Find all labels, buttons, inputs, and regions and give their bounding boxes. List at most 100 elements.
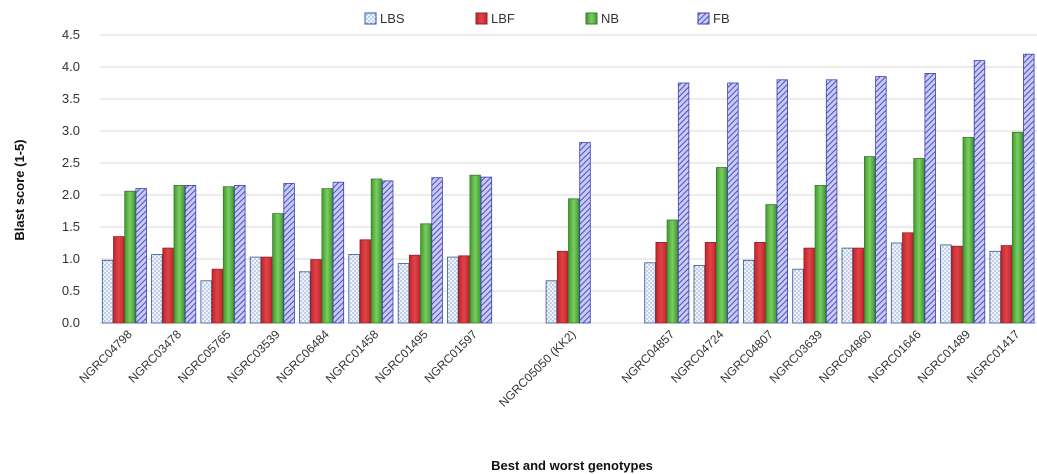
bar-fb <box>825 79 838 324</box>
bar-fb <box>184 184 197 324</box>
bar-lbs <box>693 264 706 324</box>
bar-fb <box>924 73 936 324</box>
bar-nb <box>420 223 432 324</box>
bar-lbf <box>754 241 766 324</box>
bar-fb <box>431 177 443 324</box>
bar-nb <box>222 186 235 324</box>
bar-lbs <box>348 254 360 324</box>
bar-nb <box>765 204 777 324</box>
bar-nb <box>962 136 975 324</box>
y-axis-title: Blast score (1-5) <box>12 139 27 240</box>
bar-nb <box>124 190 136 324</box>
bar-fb <box>381 180 394 324</box>
bar-fb <box>283 183 295 324</box>
bar-lbf <box>655 241 667 324</box>
bar-nb <box>864 156 876 324</box>
bar-lbs <box>249 256 262 324</box>
legend-item-fb: FB <box>697 11 730 26</box>
bar-lbs <box>200 280 212 324</box>
bar-nb <box>370 178 383 324</box>
bar-fb <box>1023 53 1035 324</box>
legend-swatch <box>585 12 598 25</box>
bar-lbs <box>447 256 459 324</box>
legend-item-nb: NB <box>585 11 619 26</box>
bar-lbs <box>743 259 755 324</box>
y-tick-label: 1.0 <box>62 251 80 266</box>
bar-lbs <box>299 271 311 324</box>
bar-lbf <box>803 247 815 324</box>
bar-lbs <box>101 259 114 324</box>
bar-lbs <box>890 242 903 324</box>
bar-lbf <box>162 247 174 324</box>
bar-lbf <box>408 254 421 324</box>
legend-label: LBF <box>491 11 515 26</box>
bar-lbs <box>545 280 558 324</box>
bar-nb <box>568 198 580 324</box>
x-category-label: NGRC05050 (KK2) <box>496 327 579 410</box>
bar-nb <box>814 184 827 324</box>
y-tick-label: 0.0 <box>62 315 80 330</box>
x-axis-title: Best and worst genotypes <box>491 458 653 473</box>
y-tick-label: 3.0 <box>62 123 80 138</box>
bar-fb <box>776 79 789 324</box>
y-tick-label: 4.0 <box>62 59 80 74</box>
legend-item-lbf: LBF <box>475 11 515 26</box>
bar-lbs <box>792 268 804 324</box>
bars <box>101 53 1035 324</box>
bar-nb <box>321 188 333 324</box>
bar-fb <box>234 184 246 324</box>
y-tick-label: 0.5 <box>62 283 80 298</box>
y-tick-label: 3.5 <box>62 91 80 106</box>
y-axis-ticks: 0.0 0.5 1.0 1.5 2.0 2.5 3.0 3.5 4.0 4.5 <box>62 27 80 330</box>
legend-item-lbs: LBS <box>364 11 405 26</box>
y-tick-label: 2.0 <box>62 187 80 202</box>
bar-lbf <box>1000 245 1013 324</box>
bar-fb <box>727 82 739 324</box>
bar-nb <box>469 174 481 324</box>
legend-label: NB <box>601 11 619 26</box>
bar-fb <box>677 82 690 324</box>
bar-lbs <box>644 262 656 324</box>
bar-lbs <box>151 254 163 324</box>
bar-lbf <box>852 247 865 324</box>
bar-fb <box>480 176 493 324</box>
bar-lbf <box>211 268 224 324</box>
bar-lbf <box>951 245 963 324</box>
bar-nb <box>716 167 728 324</box>
bar-lbs <box>397 263 410 324</box>
bar-lbs <box>841 247 854 324</box>
legend-swatch <box>364 12 377 25</box>
bar-lbf <box>458 255 470 324</box>
bar-fb <box>875 76 887 324</box>
bar-lbf <box>113 236 125 324</box>
bar-fb <box>332 181 345 324</box>
legend-swatch <box>475 12 488 25</box>
bar-nb <box>173 184 186 324</box>
bar-lbf <box>359 239 372 324</box>
x-category-label: NGRC01417 <box>964 327 1023 386</box>
bar-lbf <box>704 241 717 324</box>
bar-lbf <box>260 256 273 324</box>
y-tick-label: 2.5 <box>62 155 80 170</box>
y-tick-label: 1.5 <box>62 219 80 234</box>
bar-lbf <box>556 250 569 324</box>
legend-swatch <box>697 12 710 25</box>
bar-nb <box>1011 131 1024 324</box>
y-tick-label: 4.5 <box>62 27 80 42</box>
bar-lbf <box>902 232 914 324</box>
bar-lbs <box>989 250 1001 324</box>
bar-fb <box>973 60 986 324</box>
legend-label: LBS <box>380 11 405 26</box>
bar-fb <box>135 188 147 324</box>
bar-nb <box>913 158 925 324</box>
x-axis-category-labels: NGRC04798NGRC03478NGRC05765NGRC03539NGRC… <box>76 327 1022 410</box>
bar-nb <box>272 213 284 324</box>
bar-fb <box>579 142 591 324</box>
bar-lbs <box>940 244 952 324</box>
bar-nb <box>666 219 679 324</box>
bar-lbf <box>310 259 322 324</box>
x-category-label: NGRC01597 <box>422 327 481 386</box>
legend-label: FB <box>713 11 730 26</box>
